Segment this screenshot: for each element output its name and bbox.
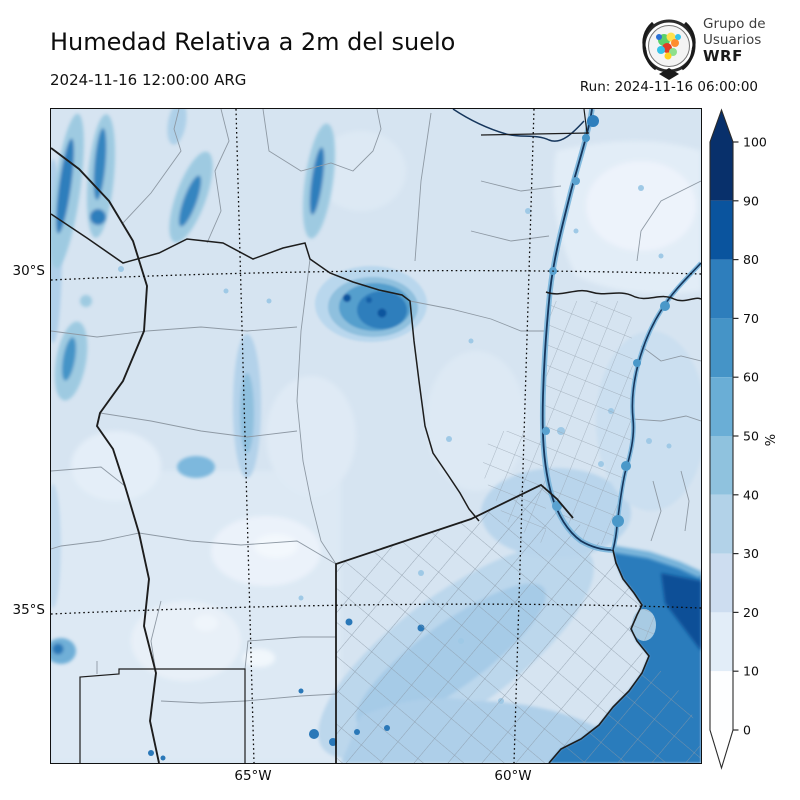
colorbar-segment [710,671,733,730]
colorbar-tick-label: 40 [743,487,759,502]
colorbar-canvas: 100 90 80 70 60 50 40 30 20 10 0 % [709,108,779,770]
bermejo-river [452,109,585,142]
colorbar-tick-label: 50 [743,429,759,444]
logo-line-2: Usuarios [703,32,762,48]
colorbar-unit-label: % [764,434,779,446]
colorbar-tick-labels: 100 90 80 70 60 50 40 30 20 10 0 [743,135,767,738]
lat-label-30s: 30°S [12,263,46,279]
colorbar-arrow-bottom [710,730,733,768]
lat-30S-line [51,269,701,281]
lon-65W-line [235,109,255,763]
chaco-straight-border [480,109,590,136]
colorbar-tick-label: 90 [743,193,759,208]
atlantic-coastline [548,549,650,763]
colorbar-segment [710,200,733,260]
colorbar-ticks [733,141,739,731]
colorbar-tick-label: 30 [743,546,759,561]
colorbar-tick-label: 60 [743,370,759,385]
colorbar-segment [710,436,733,495]
map-panel [50,108,702,764]
colorbar-segment [710,612,733,672]
country-and-major-borders [51,109,701,763]
chile-border [51,147,160,763]
colorbar-tick-label: 80 [743,252,759,267]
lon-label-60w: 60°W [494,768,532,784]
colorbar-tick-label: 100 [743,135,767,150]
logo-line-3: WRF [703,47,743,65]
lon-label-65w: 65°W [234,768,272,784]
andes-humidity-ridges [51,109,336,664]
page-title: Humedad Relativa a 2m del suelo [50,28,456,56]
entre-rios-north-border [545,289,701,302]
wrf-logo-seal-icon [642,19,696,80]
lat-label-35s: 35°S [12,602,46,618]
colorbar-segment [710,318,733,378]
wrf-users-group-logo: Grupo de Usuarios WRF [637,10,797,90]
colorbar-segments [710,110,733,768]
colorbar: 100 90 80 70 60 50 40 30 20 10 0 % [700,100,800,790]
colorbar-tick-label: 10 [743,664,759,679]
colorbar-segment [710,142,733,201]
colorbar-segment [710,259,733,319]
colorbar-segment [710,494,733,554]
colorbar-segment [710,377,733,436]
la-pampa-border [79,668,246,763]
central-humidity-maximum [315,266,427,342]
colorbar-tick-label: 20 [743,605,759,620]
humidity-field-light-patches [51,131,701,763]
graticule [51,109,701,763]
humidity-map-canvas [51,109,701,763]
logo-rainbow-map [656,32,681,60]
colorbar-segment [710,553,733,613]
buenos-aires-border [335,483,574,763]
valid-time-label: 2024-11-16 12:00:00 ARG [50,71,247,89]
province-borders-thin [51,109,701,704]
colorbar-tick-label: 0 [743,723,751,738]
logo-text: Grupo de Usuarios WRF [703,16,766,64]
rivers [452,109,701,553]
parana-river [541,109,614,551]
colorbar-tick-label: 70 [743,311,759,326]
colorbar-arrow-top [710,110,733,142]
logo-line-1: Grupo de [703,16,766,32]
run-time-label: Run: 2024-11-16 06:00:00 [579,79,758,95]
lat-35S-line [51,603,701,615]
lon-60W-line [513,109,535,763]
salado-border [51,213,480,522]
